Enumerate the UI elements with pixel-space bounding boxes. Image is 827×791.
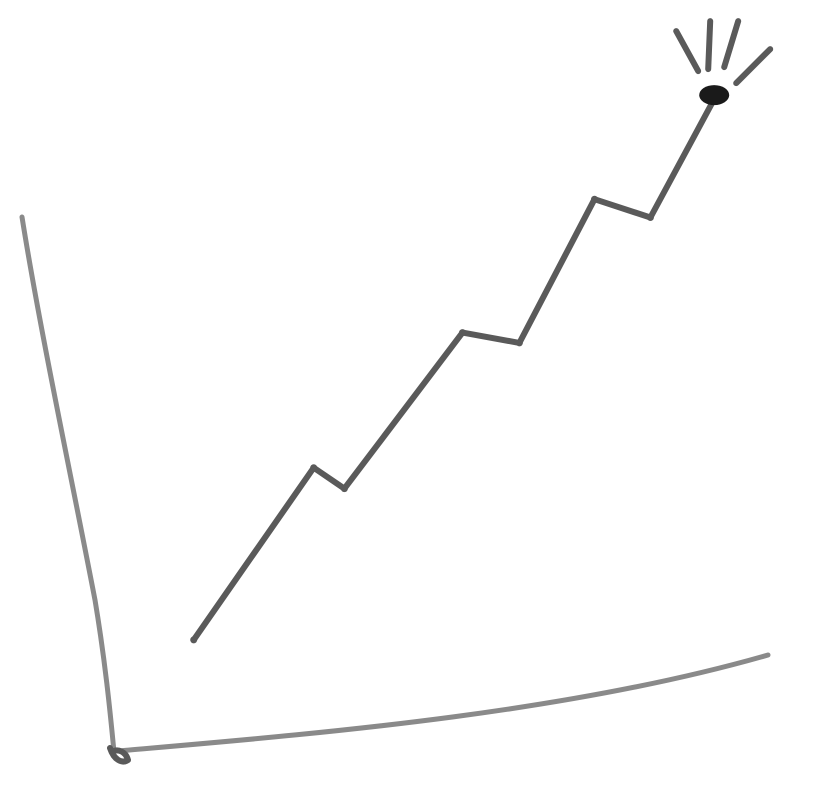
series-layer bbox=[190, 95, 718, 644]
peak-bulb-icon bbox=[699, 85, 730, 106]
burst-ray-0 bbox=[673, 28, 702, 75]
axis-origin-scribble bbox=[107, 745, 131, 765]
series-point-3 bbox=[459, 329, 466, 337]
series-point-2 bbox=[340, 485, 348, 493]
peak-marker-layer bbox=[673, 18, 774, 106]
series-point-0 bbox=[190, 636, 198, 644]
burst-ray-3 bbox=[733, 46, 774, 87]
series-point-1 bbox=[310, 464, 318, 472]
x-axis bbox=[115, 652, 771, 754]
y-axis bbox=[19, 214, 117, 755]
series-point-4 bbox=[515, 339, 523, 347]
burst-ray-2 bbox=[721, 18, 742, 71]
series-line-0 bbox=[190, 96, 718, 643]
chart-axes bbox=[19, 214, 771, 765]
series-point-6 bbox=[646, 214, 654, 221]
burst-ray-1 bbox=[705, 18, 714, 73]
series-point-5 bbox=[591, 195, 598, 203]
